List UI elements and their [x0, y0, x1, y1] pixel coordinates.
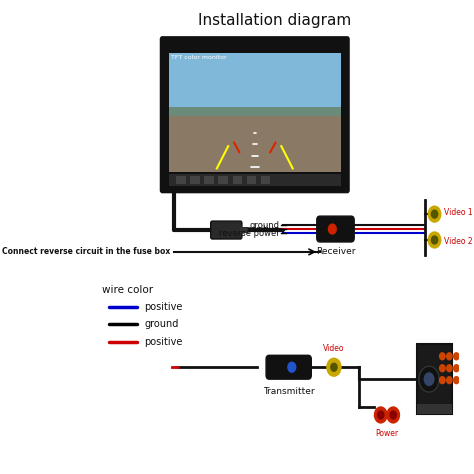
Circle shape [328, 224, 336, 234]
Circle shape [439, 365, 445, 372]
FancyBboxPatch shape [266, 356, 311, 379]
Text: Receiver: Receiver [316, 247, 355, 256]
Text: reverse power: reverse power [219, 228, 279, 237]
Text: Video 1: Video 1 [444, 208, 473, 217]
Bar [169, 53, 341, 107]
Circle shape [419, 366, 439, 392]
Bar [246, 176, 256, 184]
Text: Connect reverse circuit in the fuse box: Connect reverse circuit in the fuse box [2, 247, 170, 256]
Circle shape [431, 236, 438, 244]
Text: ground: ground [145, 319, 179, 329]
Text: TFT color monitor: TFT color monitor [171, 55, 227, 60]
Text: Transmitter: Transmitter [263, 387, 315, 396]
FancyBboxPatch shape [161, 37, 349, 192]
Text: ground: ground [249, 220, 279, 229]
Circle shape [439, 377, 445, 383]
Text: positive: positive [246, 225, 279, 234]
Text: wire color: wire color [101, 285, 153, 295]
Bar [169, 174, 341, 186]
Circle shape [431, 210, 438, 218]
Circle shape [378, 411, 384, 419]
Bar [240, 227, 248, 233]
Circle shape [447, 353, 452, 360]
Bar [204, 176, 214, 184]
Text: Video 2: Video 2 [444, 237, 473, 246]
Bar [261, 176, 270, 184]
Circle shape [424, 372, 435, 386]
Circle shape [454, 365, 459, 372]
Circle shape [327, 358, 341, 376]
Bar [233, 176, 242, 184]
Circle shape [454, 353, 459, 360]
Text: positive: positive [145, 301, 183, 311]
Circle shape [288, 362, 296, 372]
FancyBboxPatch shape [317, 216, 354, 242]
Text: Installation diagram: Installation diagram [198, 13, 351, 28]
Circle shape [439, 353, 445, 360]
Bar [219, 176, 228, 184]
Circle shape [387, 407, 400, 423]
Circle shape [428, 206, 441, 222]
Text: positive: positive [145, 337, 183, 347]
Bar [191, 176, 200, 184]
Circle shape [390, 411, 396, 419]
Bar [169, 116, 341, 173]
Circle shape [331, 363, 337, 371]
Text: Power: Power [375, 429, 399, 438]
Circle shape [447, 377, 452, 383]
Circle shape [374, 407, 387, 423]
Bar [418, 345, 453, 414]
Bar [169, 107, 341, 116]
FancyBboxPatch shape [211, 221, 242, 239]
Circle shape [447, 365, 452, 372]
Circle shape [454, 377, 459, 383]
Circle shape [428, 232, 441, 248]
Bar [418, 404, 453, 414]
Text: Video: Video [323, 344, 345, 353]
Bar [176, 176, 186, 184]
